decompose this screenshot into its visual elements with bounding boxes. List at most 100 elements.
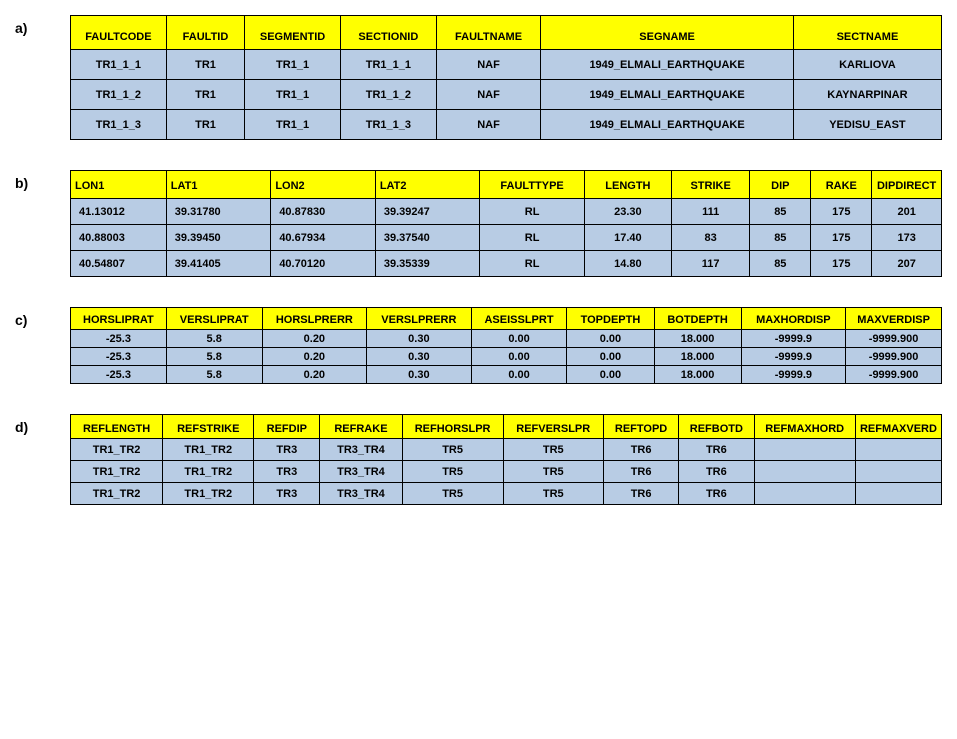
table-b-cell-0-1: 39.31780 [166, 199, 271, 225]
section-a: a) FAULTCODEFAULTIDSEGMENTIDSECTIONIDFAU… [15, 15, 942, 140]
table-b-cell-2-6: 117 [671, 251, 749, 277]
table-a-header-row: FAULTCODEFAULTIDSEGMENTIDSECTIONIDFAULTN… [71, 16, 942, 50]
table-a-cell-0-4: NAF [436, 50, 541, 80]
table-row: TR1_TR2TR1_TR2TR3TR3_TR4TR5TR5TR6TR6 [71, 461, 942, 483]
table-b-col-6: STRIKE [671, 171, 749, 199]
table-b-cell-0-3: 39.39247 [375, 199, 480, 225]
table-d-col-8: REFMAXHORD [754, 415, 855, 439]
table-d-cell-2-2: TR3 [254, 483, 320, 505]
table-d-cell-2-9 [855, 483, 941, 505]
table-c-header-row: HORSLIPRATVERSLIPRATHORSLPRERRVERSLPRERR… [71, 308, 942, 330]
table-d-col-2: REFDIP [254, 415, 320, 439]
table-b-cell-1-9: 173 [872, 225, 942, 251]
table-a-cell-0-1: TR1 [166, 50, 244, 80]
table-b-cell-1-6: 83 [671, 225, 749, 251]
table-c-col-7: MAXHORDISP [741, 308, 846, 330]
table-b-cell-2-1: 39.41405 [166, 251, 271, 277]
table-d-cell-1-6: TR6 [603, 461, 678, 483]
table-c-cell-0-5: 0.00 [567, 330, 654, 348]
table-c-cell-1-5: 0.00 [567, 348, 654, 366]
table-c-cell-0-2: 0.20 [262, 330, 367, 348]
table-d-cell-1-8 [754, 461, 855, 483]
table-c: HORSLIPRATVERSLIPRATHORSLPRERRVERSLPRERR… [70, 307, 942, 384]
table-d-cell-1-7: TR6 [679, 461, 754, 483]
table-c-wrap: HORSLIPRATVERSLIPRATHORSLPRERRVERSLPRERR… [70, 307, 942, 384]
table-c-cell-1-1: 5.8 [166, 348, 262, 366]
table-a-col-3: SECTIONID [340, 16, 436, 50]
table-d-cell-2-1: TR1_TR2 [163, 483, 254, 505]
table-a-cell-1-2: TR1_1 [245, 80, 341, 110]
table-a: FAULTCODEFAULTIDSEGMENTIDSECTIONIDFAULTN… [70, 15, 942, 140]
table-a-cell-2-3: TR1_1_3 [340, 110, 436, 140]
table-b-cell-1-0: 40.88003 [71, 225, 167, 251]
table-b-cell-0-7: 85 [750, 199, 811, 225]
table-a-cell-0-5: 1949_ELMALI_EARTHQUAKE [541, 50, 794, 80]
table-d-cell-1-9 [855, 461, 941, 483]
table-a-cell-1-0: TR1_1_2 [71, 80, 167, 110]
table-b-col-1: LAT1 [166, 171, 271, 199]
table-b-col-7: DIP [750, 171, 811, 199]
table-d-header-row: REFLENGTHREFSTRIKEREFDIPREFRAKEREFHORSLP… [71, 415, 942, 439]
table-d-col-0: REFLENGTH [71, 415, 163, 439]
label-c: c) [15, 307, 70, 328]
table-a-cell-0-6: KARLIOVA [793, 50, 941, 80]
table-d-cell-0-1: TR1_TR2 [163, 439, 254, 461]
table-c-cell-1-7: -9999.9 [741, 348, 846, 366]
table-c-cell-1-3: 0.30 [367, 348, 472, 366]
table-b-col-4: FAULTTYPE [480, 171, 585, 199]
table-row: 41.1301239.3178040.8783039.39247RL23.301… [71, 199, 942, 225]
table-row: 40.5480739.4140540.7012039.35339RL14.801… [71, 251, 942, 277]
table-row: -25.35.80.200.300.000.0018.000-9999.9-99… [71, 330, 942, 348]
table-b-cell-2-2: 40.70120 [271, 251, 376, 277]
table-c-col-8: MAXVERDISP [846, 308, 942, 330]
table-row: TR1_1_3TR1TR1_1TR1_1_3NAF1949_ELMALI_EAR… [71, 110, 942, 140]
table-b: LON1LAT1LON2LAT2FAULTTYPELENGTHSTRIKEDIP… [70, 170, 942, 277]
table-c-cell-1-4: 0.00 [471, 348, 567, 366]
table-c-cell-2-5: 0.00 [567, 366, 654, 384]
table-row: TR1_1_1TR1TR1_1TR1_1_1NAF1949_ELMALI_EAR… [71, 50, 942, 80]
table-c-cell-1-8: -9999.900 [846, 348, 942, 366]
table-d-cell-2-4: TR5 [402, 483, 503, 505]
table-d-col-5: REFVERSLPR [503, 415, 603, 439]
table-c-cell-2-3: 0.30 [367, 366, 472, 384]
table-d-col-7: REFBOTD [679, 415, 754, 439]
table-b-cell-2-4: RL [480, 251, 585, 277]
table-b-cell-0-6: 111 [671, 199, 749, 225]
table-c-cell-2-4: 0.00 [471, 366, 567, 384]
label-a: a) [15, 15, 70, 36]
table-b-cell-0-5: 23.30 [584, 199, 671, 225]
table-b-cell-1-1: 39.39450 [166, 225, 271, 251]
table-b-wrap: LON1LAT1LON2LAT2FAULTTYPELENGTHSTRIKEDIP… [70, 170, 942, 277]
table-b-header-row: LON1LAT1LON2LAT2FAULTTYPELENGTHSTRIKEDIP… [71, 171, 942, 199]
table-a-col-5: SEGNAME [541, 16, 794, 50]
table-row: 40.8800339.3945040.6793439.37540RL17.408… [71, 225, 942, 251]
table-row: -25.35.80.200.300.000.0018.000-9999.9-99… [71, 366, 942, 384]
table-b-col-8: RAKE [811, 171, 872, 199]
table-a-col-4: FAULTNAME [436, 16, 541, 50]
table-a-cell-2-6: YEDISU_EAST [793, 110, 941, 140]
table-b-cell-1-3: 39.37540 [375, 225, 480, 251]
table-a-col-1: FAULTID [166, 16, 244, 50]
table-a-col-6: SECTNAME [793, 16, 941, 50]
table-b-cell-0-0: 41.13012 [71, 199, 167, 225]
table-b-cell-0-9: 201 [872, 199, 942, 225]
table-d-cell-2-0: TR1_TR2 [71, 483, 163, 505]
table-d-col-1: REFSTRIKE [163, 415, 254, 439]
table-a-cell-2-4: NAF [436, 110, 541, 140]
table-c-col-5: TOPDEPTH [567, 308, 654, 330]
table-c-cell-0-7: -9999.9 [741, 330, 846, 348]
table-d-cell-0-0: TR1_TR2 [71, 439, 163, 461]
table-a-cell-1-3: TR1_1_2 [340, 80, 436, 110]
table-a-cell-1-1: TR1 [166, 80, 244, 110]
table-d-cell-0-4: TR5 [402, 439, 503, 461]
table-c-col-2: HORSLPRERR [262, 308, 367, 330]
table-d-cell-1-0: TR1_TR2 [71, 461, 163, 483]
table-a-col-0: FAULTCODE [71, 16, 167, 50]
table-a-cell-0-0: TR1_1_1 [71, 50, 167, 80]
table-a-cell-2-0: TR1_1_3 [71, 110, 167, 140]
table-c-cell-0-8: -9999.900 [846, 330, 942, 348]
table-d-col-3: REFRAKE [320, 415, 402, 439]
table-row: -25.35.80.200.300.000.0018.000-9999.9-99… [71, 348, 942, 366]
table-b-col-0: LON1 [71, 171, 167, 199]
table-d-cell-0-6: TR6 [603, 439, 678, 461]
